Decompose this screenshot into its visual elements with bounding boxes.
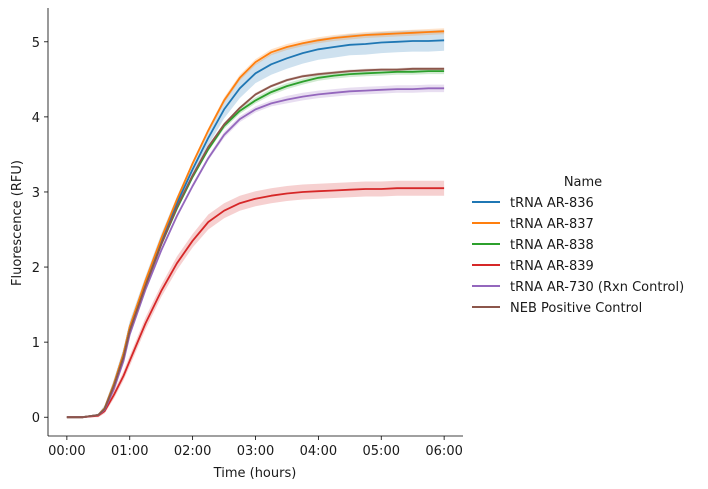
band-trna-ar-838 — [66, 68, 445, 418]
y-tick-label: 4 — [32, 111, 40, 126]
x-tick-label: 04:00 — [300, 444, 337, 459]
y-tick-label: 1 — [32, 336, 40, 351]
legend-label-trna-ar-838: tRNA AR-838 — [510, 238, 594, 253]
legend: Name tRNA AR-836 tRNA AR-837 tRNA AR-838 tR… — [472, 175, 684, 316]
y-tick-label: 5 — [32, 36, 40, 51]
legend-label-trna-ar-837: tRNA AR-837 — [510, 217, 594, 232]
x-axis-title: Time (hours) — [213, 466, 297, 481]
series-lines — [66, 30, 445, 419]
y-tick-label: 2 — [32, 261, 40, 276]
x-axis-ticks: 00:00 01:00 02:00 03:00 04:00 05:00 06:00 — [48, 436, 463, 459]
legend-label-neb-positive-control: NEB Positive Control — [510, 301, 642, 316]
y-axis-title: Fluorescence (RFU) — [10, 160, 25, 286]
x-tick-label: 02:00 — [174, 444, 211, 459]
y-axis-ticks: 0 1 2 3 4 5 — [32, 36, 48, 426]
y-tick-label: 0 — [32, 411, 40, 426]
band-trna-ar-730-rxn-control — [66, 84, 445, 418]
line-neb-positive-control — [66, 67, 445, 419]
line-trna-ar-838 — [66, 70, 445, 419]
line-trna-ar-839 — [66, 187, 445, 419]
legend-label-trna-ar-839: tRNA AR-839 — [510, 259, 594, 274]
x-tick-label: 00:00 — [48, 444, 85, 459]
line-trna-ar-730-rxn-control — [66, 87, 445, 419]
legend-label-trna-ar-836: tRNA AR-836 — [510, 196, 594, 211]
x-tick-label: 06:00 — [425, 444, 462, 459]
band-neb-positive-control — [66, 67, 445, 418]
x-tick-label: 01:00 — [111, 444, 148, 459]
y-tick-label: 3 — [32, 186, 40, 201]
x-tick-label: 03:00 — [237, 444, 274, 459]
band-trna-ar-839 — [66, 180, 445, 418]
x-tick-label: 05:00 — [363, 444, 400, 459]
legend-label-trna-ar-730-rxn-control: tRNA AR-730 (Rxn Control) — [510, 280, 684, 295]
legend-title: Name — [564, 175, 602, 190]
